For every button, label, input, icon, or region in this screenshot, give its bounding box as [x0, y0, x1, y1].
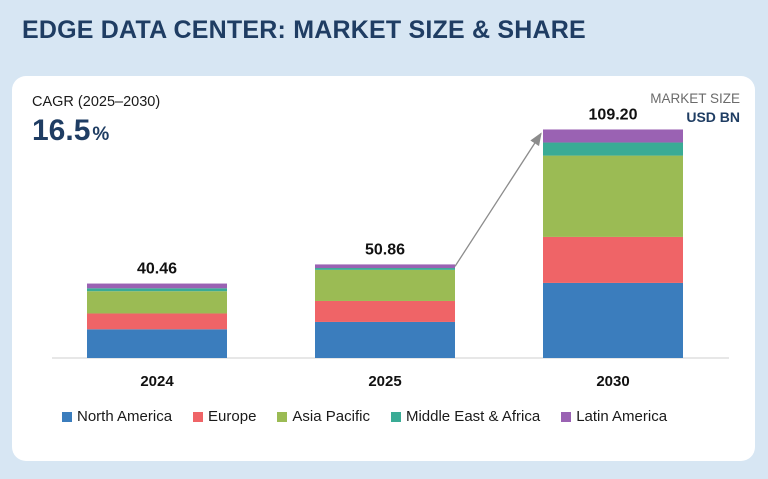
- legend-item: Latin America: [561, 408, 667, 425]
- chart-card: CAGR (2025–2030) 16.5% MARKET SIZE USD B…: [12, 76, 755, 461]
- legend-label: North America: [77, 408, 173, 425]
- bar-segment-latin-america-2024: [87, 283, 227, 289]
- legend-label: Latin America: [576, 408, 668, 425]
- legend-item: Europe: [193, 408, 256, 425]
- chart-legend: North America Europe Asia Pacific Middle Ea…: [62, 408, 688, 425]
- bar-segment-asia-pacific-2030: [543, 155, 683, 237]
- bar-segment-north-america-2025: [315, 321, 455, 358]
- legend-swatch: [561, 411, 572, 422]
- page-title: EDGE DATA CENTER: MARKET SIZE & SHARE: [22, 16, 586, 44]
- legend-label: Europe: [208, 408, 257, 425]
- legend-label: Middle East & Africa: [405, 408, 541, 425]
- bar-segment-north-america-2024: [87, 329, 227, 358]
- legend-item: Middle East & Africa: [390, 408, 541, 425]
- bar-segment-europe-2024: [87, 313, 227, 330]
- total-label-2024: 40.46: [137, 261, 177, 278]
- bar-segment-middle-east-africa-2025: [315, 268, 455, 270]
- legend-label: Asia Pacific: [292, 408, 370, 425]
- stacked-bar-chart: 40.46 2024 50.86 2025 109.20 2030: [52, 107, 729, 390]
- bar-segment-asia-pacific-2024: [87, 291, 227, 314]
- total-label-2025: 50.86: [365, 241, 405, 258]
- bar-segment-latin-america-2025: [315, 264, 455, 269]
- legend-swatch: [193, 411, 204, 422]
- cagr-unit: %: [92, 124, 110, 145]
- growth-arrow: [454, 132, 542, 267]
- bar-segment-latin-america-2030: [543, 129, 683, 143]
- bar-segment-north-america-2030: [543, 282, 683, 358]
- x-tick-label-2024: 2024: [140, 373, 174, 390]
- cagr-label: CAGR (2025–2030): [32, 94, 161, 110]
- bar-segment-middle-east-africa-2030: [543, 142, 683, 156]
- legend-swatch: [277, 411, 288, 422]
- x-tick-label-2030: 2030: [596, 373, 629, 390]
- legend-swatch: [390, 411, 401, 422]
- legend-item: North America: [62, 408, 172, 425]
- market-size-unit: USD BN: [686, 109, 740, 125]
- legend-item: Asia Pacific: [277, 408, 370, 425]
- total-label-2030: 109.20: [589, 107, 638, 124]
- bar-segment-asia-pacific-2025: [315, 269, 455, 301]
- x-tick-label-2025: 2025: [368, 373, 401, 390]
- market-size-label: MARKET SIZE: [650, 91, 740, 106]
- bar-segment-europe-2025: [315, 300, 455, 322]
- bar-segment-europe-2030: [543, 236, 683, 283]
- legend-swatch: [62, 411, 72, 422]
- cagr-value-block: 16.5%: [32, 114, 109, 148]
- cagr-value: 16.5: [32, 114, 91, 147]
- bar-segment-middle-east-africa-2024: [87, 288, 227, 292]
